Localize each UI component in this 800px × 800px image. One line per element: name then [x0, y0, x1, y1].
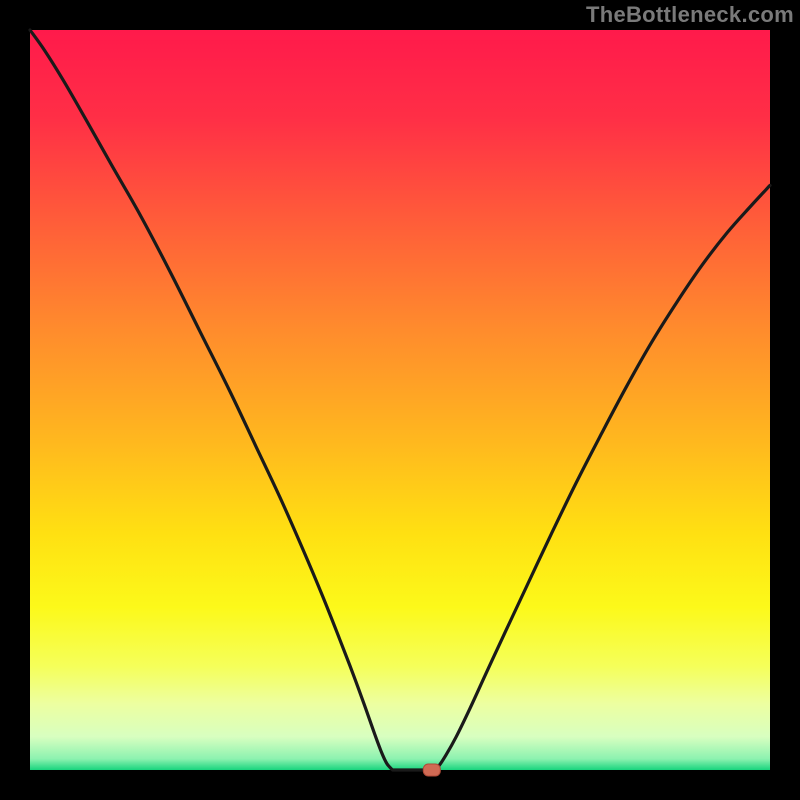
chart-canvas: TheBottleneck.com — [0, 0, 800, 800]
plot-background — [30, 30, 770, 770]
optimum-marker — [423, 764, 440, 776]
chart-svg — [0, 0, 800, 800]
watermark-text: TheBottleneck.com — [586, 2, 794, 28]
